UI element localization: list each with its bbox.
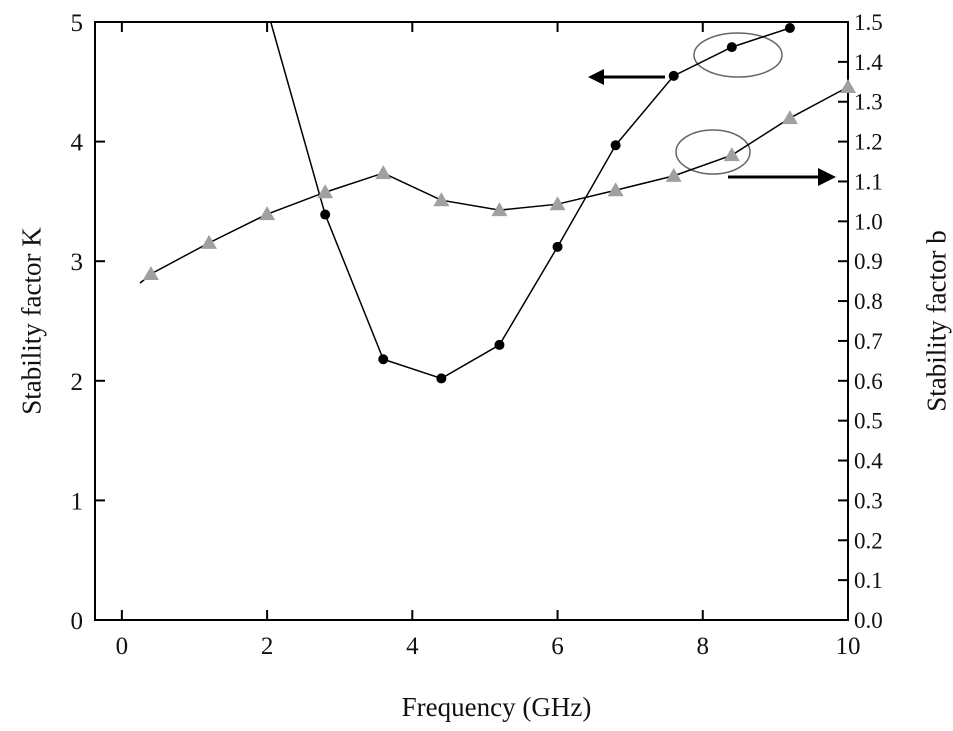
data-point-b xyxy=(840,78,856,93)
y-tick-label-right: 0.7 xyxy=(854,329,883,354)
data-point-b xyxy=(781,110,798,125)
series-line-1 xyxy=(139,86,849,284)
arrow-left-icon xyxy=(588,69,604,85)
y-tick-label-left: 4 xyxy=(71,130,84,157)
data-point-b xyxy=(549,196,566,211)
data-point-b xyxy=(665,167,682,182)
x-tick-label: 4 xyxy=(406,633,419,660)
x-tick-label: 2 xyxy=(261,633,274,660)
y-tick-label-right: 1.1 xyxy=(854,169,883,194)
y-tick-label-right: 1.2 xyxy=(854,130,883,155)
y-tick-label-right: 0.0 xyxy=(854,608,883,633)
x-tick-label: 0 xyxy=(116,633,129,660)
data-point-b xyxy=(142,265,159,280)
data-point-k xyxy=(320,209,331,220)
y-tick-label-right: 1.5 xyxy=(854,10,883,35)
y-tick-label-right: 0.5 xyxy=(854,409,883,434)
data-point-k xyxy=(610,140,621,151)
y-tick-label-left: 2 xyxy=(71,369,84,396)
data-point-k xyxy=(494,339,505,350)
data-point-b xyxy=(375,165,392,180)
y-tick-label-right: 0.2 xyxy=(854,528,883,553)
arrow-right-icon xyxy=(818,168,836,186)
y-tick-label-right: 1.0 xyxy=(854,209,883,234)
y-tick-label-right: 1.3 xyxy=(854,90,883,115)
y-tick-label-left: 3 xyxy=(71,249,84,276)
data-point-k xyxy=(726,42,737,53)
annotation-ellipse-k xyxy=(693,32,783,78)
y-tick-label-right: 0.9 xyxy=(854,249,883,274)
y-tick-label-left: 5 xyxy=(71,10,84,37)
x-tick-label: 6 xyxy=(551,633,564,660)
annotation-ellipse-b xyxy=(675,129,751,175)
y-tick-label-right: 0.1 xyxy=(854,568,883,593)
y-tick-label-right: 0.3 xyxy=(854,488,883,513)
y-tick-label-right: 0.6 xyxy=(854,369,883,394)
data-point-b xyxy=(723,147,740,162)
data-point-k xyxy=(784,22,795,33)
data-point-b xyxy=(607,182,624,197)
data-point-b xyxy=(201,234,218,249)
data-point-k xyxy=(378,354,389,365)
y-tick-label-left: 1 xyxy=(71,488,84,515)
y-tick-label-right: 0.8 xyxy=(854,289,883,314)
y-tick-label-right: 0.4 xyxy=(854,449,883,474)
data-point-b xyxy=(433,192,450,207)
y-tick-label-left: 0 xyxy=(71,608,84,635)
series-line-0 xyxy=(270,21,791,380)
y-tick-label-right: 1.4 xyxy=(854,50,883,75)
data-point-b xyxy=(491,202,508,217)
data-point-b xyxy=(259,206,276,221)
data-point-k xyxy=(668,70,679,81)
plot-frame xyxy=(94,21,849,621)
data-point-k xyxy=(436,373,447,384)
data-point-k xyxy=(552,241,563,252)
x-tick-label: 8 xyxy=(697,633,710,660)
data-point-b xyxy=(317,184,334,199)
x-tick-label: 10 xyxy=(836,633,861,660)
